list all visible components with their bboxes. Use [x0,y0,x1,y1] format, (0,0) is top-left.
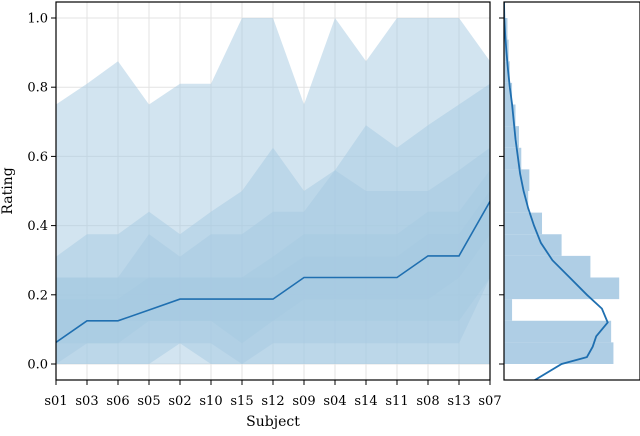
x-tick-label: s01 [44,394,67,409]
y-tick-label: 0.2 [27,288,48,303]
histogram-bar [504,277,620,300]
histogram-bar [504,299,513,321]
marginal-histogram [504,18,620,364]
histogram-bar [504,61,510,83]
side-axes-frame [503,1,640,381]
x-tick-label: s04 [323,394,346,409]
median-line-group [56,201,490,344]
x-tick-label: s14 [354,394,377,409]
x-tick-label: s15 [230,394,253,409]
x-tick-label: s02 [168,394,191,409]
y-tick-label: 0.6 [27,150,48,165]
histogram-bar [504,255,591,278]
quantile-bands [56,18,490,364]
y-tick-label: 0.0 [27,358,48,373]
histogram-bar [504,212,543,235]
y-axis-ticks: 0.0 0.2 0.4 0.6 0.8 1.0 [27,12,56,373]
x-tick-label: s11 [385,394,408,409]
y-tick-label: 0.4 [27,219,48,234]
histogram-bar [504,342,614,364]
x-tick-label: s06 [106,394,129,409]
histogram-bar [504,169,530,191]
y-axis-label: Rating [0,167,16,214]
median-line [56,201,490,344]
x-tick-label: s12 [261,394,284,409]
x-tick-label: s09 [292,394,315,409]
x-tick-label: s07 [478,394,501,409]
x-axis-ticks: s01 s03 s06 s05 s02 s10 s15 s12 s09 s04 s14 s11 s08 s… [44,380,502,409]
x-tick-label: s05 [137,394,160,409]
x-tick-label: s08 [416,394,439,409]
x-tick-label: s03 [75,394,98,409]
y-tick-label: 0.8 [27,81,48,96]
x-axis-label: Subject [246,414,300,430]
y-tick-label: 1.0 [27,12,48,27]
histogram-bar [504,234,562,256]
histogram-bar [504,191,529,213]
marginal-density-group [504,2,609,380]
histogram-bar [504,82,513,105]
side-y-axis-ticks [499,17,504,365]
density-curve [504,2,609,380]
histogram-bar [504,320,612,343]
x-tick-label: s13 [447,394,470,409]
histogram-bar [504,104,516,127]
x-tick-label: s10 [199,394,222,409]
